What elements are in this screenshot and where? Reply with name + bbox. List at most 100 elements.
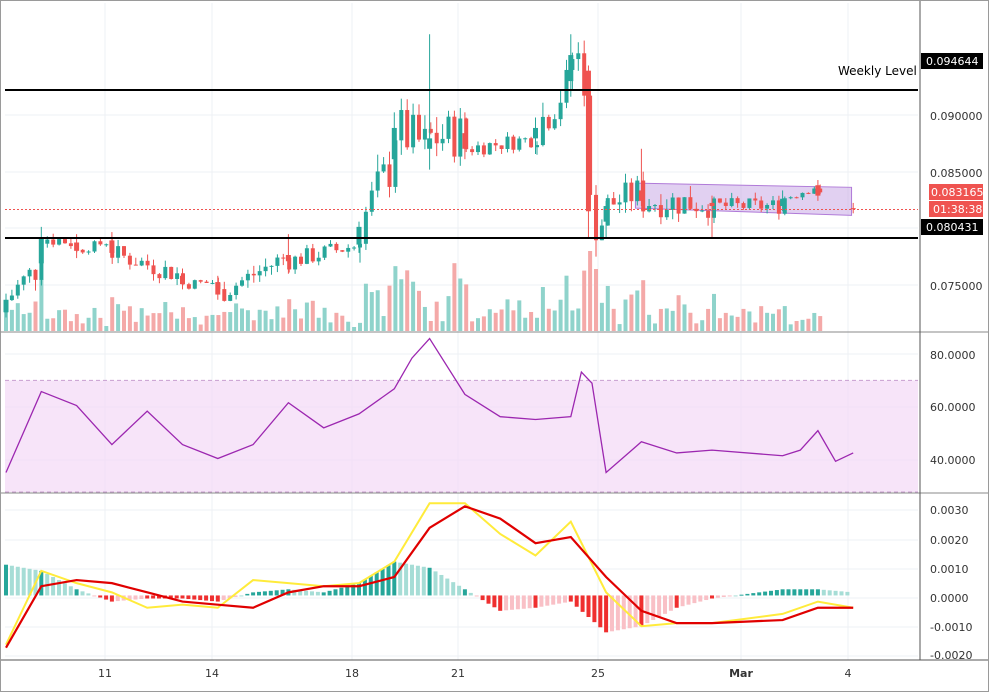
macd-histogram-bar [821, 589, 826, 596]
macd-tick-label: 0.0000 [930, 592, 969, 605]
macd-histogram-bar [739, 594, 744, 596]
macd-histogram-bar [445, 578, 450, 596]
volume-bar [175, 318, 180, 331]
volume-bar [92, 307, 97, 331]
volume-bar [39, 279, 44, 331]
candle-body [358, 243, 362, 248]
candle-body [122, 246, 126, 256]
candle-body [391, 127, 397, 160]
macd-histogram-bar [398, 562, 403, 596]
macd-histogram-bar [533, 595, 538, 608]
candle-body [493, 143, 498, 146]
candle-body [741, 203, 746, 208]
volume-bar [139, 308, 144, 331]
volume-bar [122, 310, 126, 331]
candle-body [812, 188, 817, 194]
macd-histogram-bar [545, 595, 550, 606]
macd-histogram-bar [515, 595, 520, 610]
macd-histogram-bar [615, 595, 620, 631]
macd-histogram-bar [733, 595, 738, 597]
macd-histogram-bar [415, 565, 420, 596]
macd-histogram-bar [815, 589, 820, 596]
volume-bar [145, 315, 150, 331]
candle-body [723, 202, 728, 206]
candle-body [263, 266, 268, 272]
volume-bar [658, 308, 663, 331]
macd-histogram-bar [763, 591, 768, 596]
macd-tick-label: -0.0010 [930, 621, 972, 634]
volume-bar [623, 299, 628, 331]
current-price-badge: 0.083165 [931, 186, 984, 199]
macd-histogram-bar [351, 584, 356, 596]
volume-bar [599, 302, 604, 331]
volume-bar [717, 318, 722, 331]
macd-histogram-bar [610, 595, 614, 632]
candle-body [375, 171, 380, 191]
price-tick-label: 0.085000 [930, 167, 983, 180]
candle-body [133, 264, 138, 266]
candle-body [352, 247, 357, 249]
candle-body [45, 239, 50, 244]
macd-histogram-bar [104, 595, 109, 600]
macd-histogram-bar [504, 595, 509, 611]
candle-body [682, 197, 687, 214]
candle-body [623, 182, 628, 203]
candle-body [163, 266, 168, 279]
volume-bar [511, 310, 516, 331]
volume-bar [310, 300, 315, 331]
volume-bar [9, 309, 14, 331]
horizontal-levels[interactable] [5, 89, 918, 240]
volume-bar [369, 292, 374, 331]
macd-histogram-bar [21, 567, 26, 596]
macd-histogram-bar [345, 586, 350, 596]
candle-body [735, 198, 740, 204]
price-badges: Weekly Level 0.094644 0.083165 01:38:38 … [838, 53, 984, 235]
macd-histogram-bar [621, 595, 626, 630]
volume-bar [263, 310, 268, 331]
volume-bar [806, 318, 811, 331]
volume-bar [186, 318, 191, 331]
volume-bar [222, 311, 227, 331]
macd-histogram-bar [298, 590, 303, 596]
volume-bar [68, 321, 73, 331]
candle-body [116, 246, 121, 258]
candle-body [440, 138, 445, 144]
candle-body [611, 198, 616, 205]
macd-histogram-bar [133, 595, 138, 600]
macd-histogram-bar [457, 585, 462, 596]
macd-histogram-bar [480, 595, 485, 601]
macd-histogram-bar [368, 575, 373, 596]
candle-body [422, 128, 427, 140]
candle-body [393, 140, 398, 187]
volume-bar [4, 308, 8, 331]
time-tick-label: 11 [98, 667, 112, 680]
macd-histogram-bar [498, 595, 503, 611]
volume-bar [818, 316, 823, 331]
countdown-badge: 01:38:38 [933, 203, 982, 216]
candle-body [850, 208, 856, 210]
macd-histogram-bar [339, 587, 344, 596]
volume-bar [694, 323, 699, 331]
volume-bar [228, 312, 233, 331]
macd-histogram-bar [451, 582, 456, 596]
volume-bar [535, 317, 539, 331]
volume-bar [417, 290, 421, 331]
time-tick-label: 4 [845, 667, 852, 680]
macd-histogram-bar [757, 592, 762, 596]
volume-bar [499, 309, 504, 331]
macd-histogram-bar [380, 568, 385, 596]
candle-body [210, 282, 215, 284]
candle-body [198, 280, 203, 282]
signal-line [5, 505, 854, 649]
volume-bar [635, 290, 640, 331]
macd-histogram-bar [27, 568, 32, 596]
macd-histogram-bar [668, 595, 673, 611]
macd-histogram-bar [233, 595, 238, 597]
macd-histogram-bar [98, 595, 103, 598]
macd-histogram-bar [551, 595, 556, 605]
candle-body [635, 180, 640, 202]
macd-histogram-bar [604, 595, 609, 633]
macd-histogram-bar [510, 595, 514, 610]
